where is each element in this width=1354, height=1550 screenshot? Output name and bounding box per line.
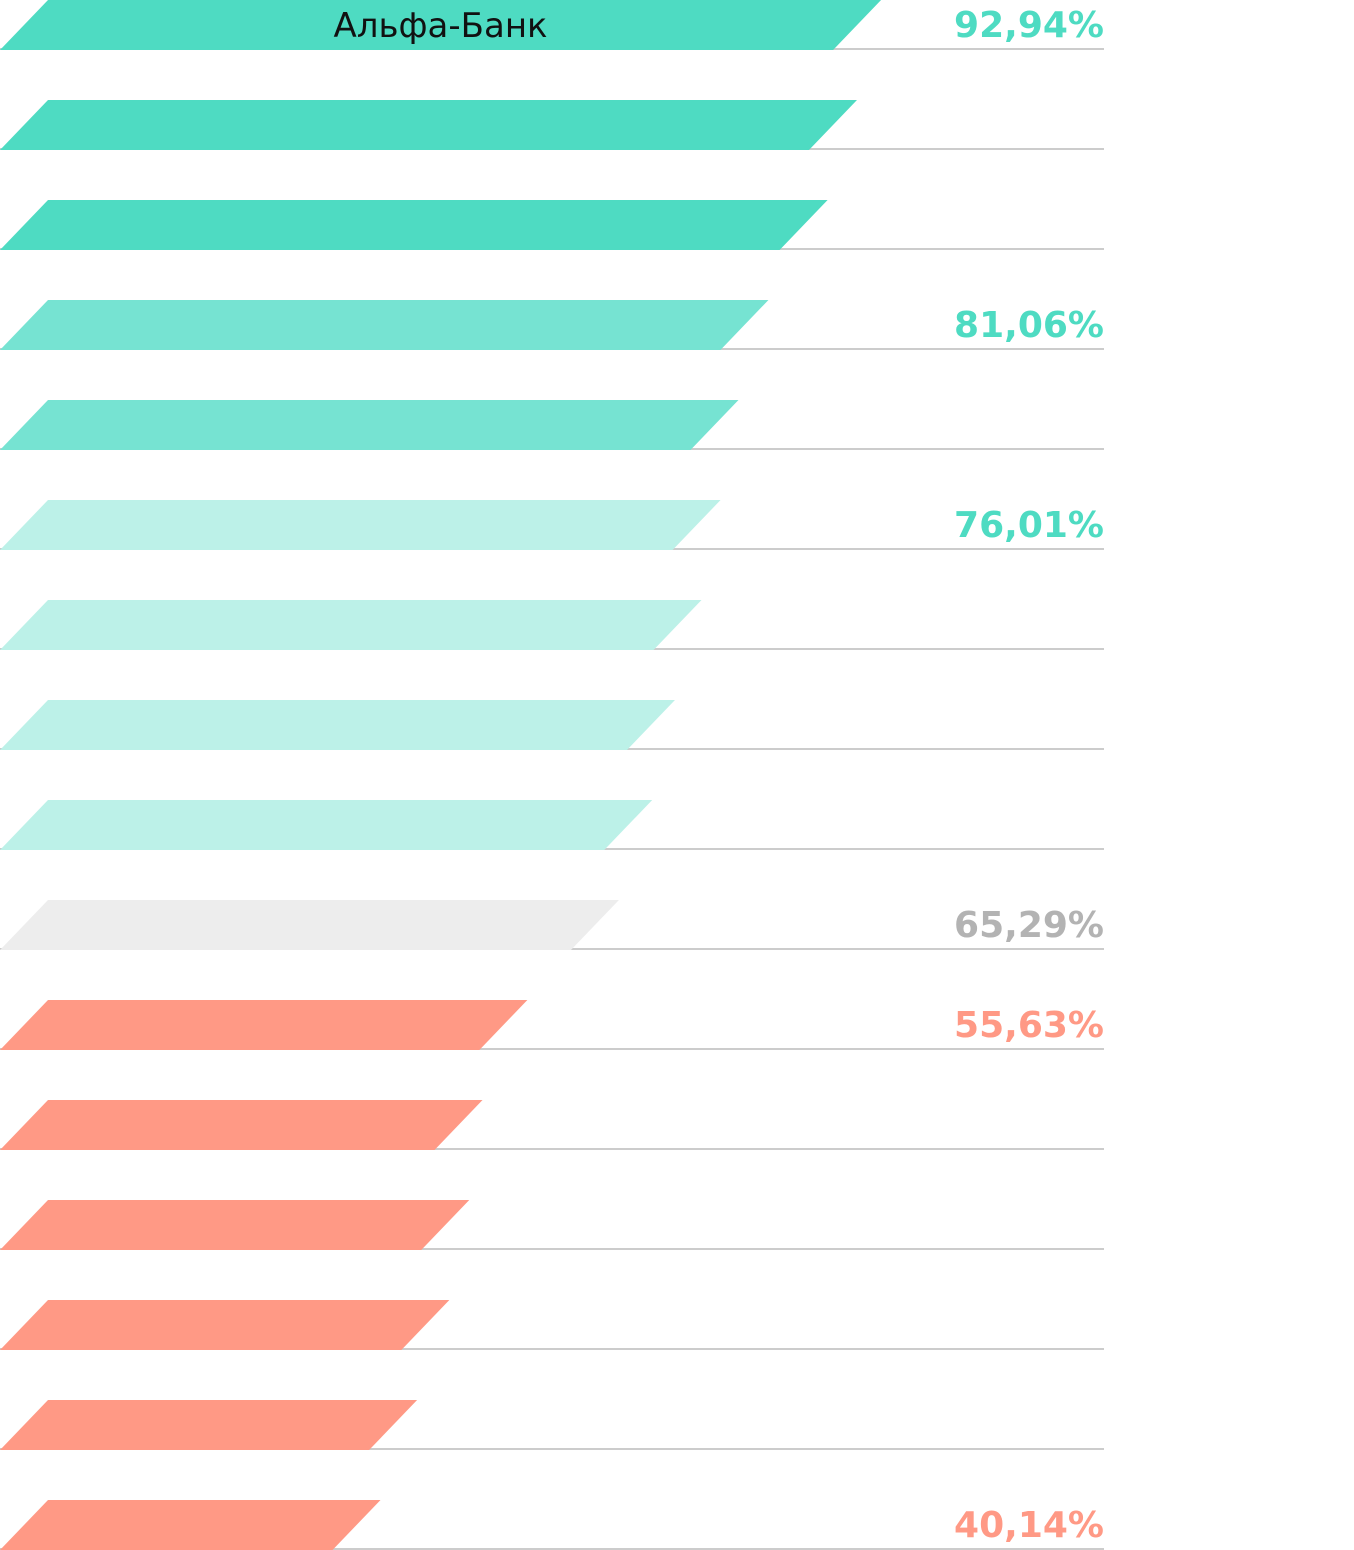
bar [0, 1300, 450, 1350]
bar-category-label: Альфа-Банк [333, 6, 547, 46]
bar [0, 1200, 470, 1250]
bar [0, 100, 857, 150]
bar [0, 0, 882, 50]
bar-value-label: 81,06% [954, 305, 1104, 346]
bar-value-label: 65,29% [954, 905, 1104, 946]
bar [0, 900, 619, 950]
bar-value-label: 92,94% [954, 5, 1104, 46]
bar-value-label: 55,63% [954, 1005, 1104, 1046]
bar [0, 200, 828, 250]
bar [0, 300, 769, 350]
bar [0, 1100, 483, 1150]
bar-value-label: 76,01% [954, 505, 1104, 546]
bar [0, 1500, 381, 1550]
bar [0, 400, 739, 450]
bar [0, 600, 702, 650]
bar [0, 800, 653, 850]
bar [0, 1000, 528, 1050]
bar [0, 1400, 418, 1450]
bar [0, 700, 675, 750]
bar [0, 500, 721, 550]
bar-value-label: 40,14% [954, 1505, 1104, 1546]
